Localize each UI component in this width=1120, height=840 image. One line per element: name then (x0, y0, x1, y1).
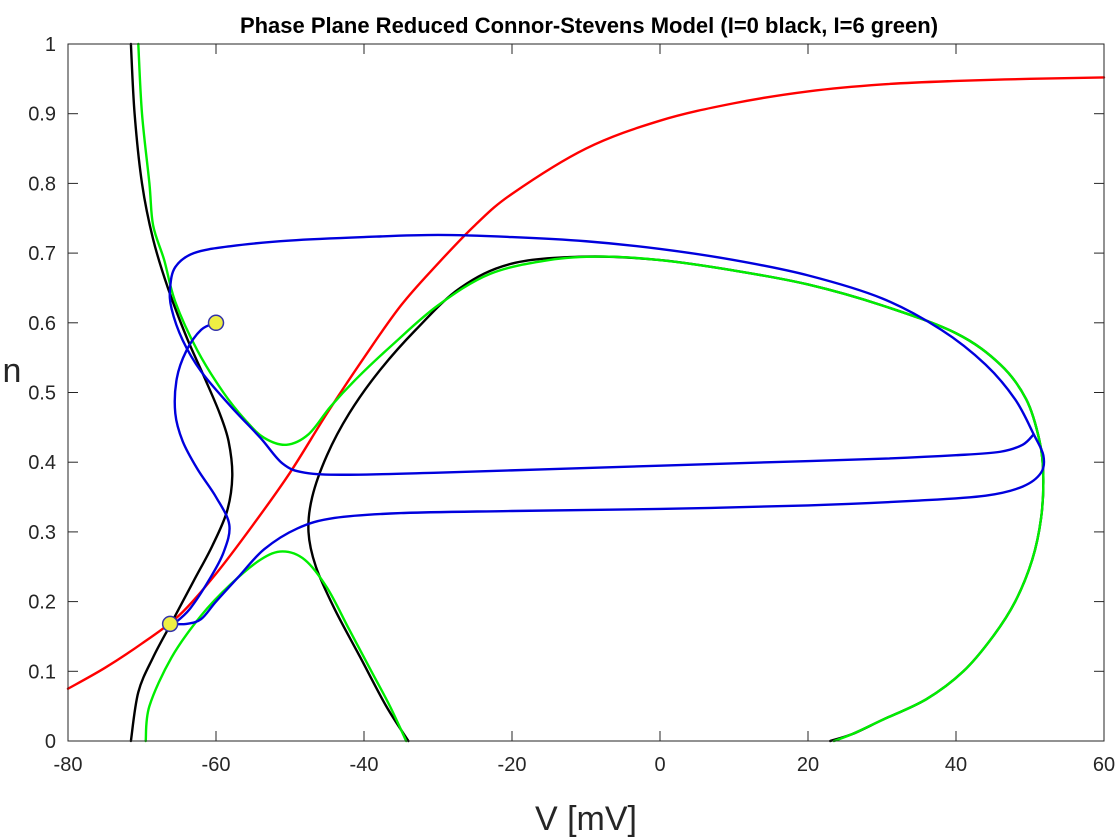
x-tick-label: -40 (350, 754, 379, 776)
point-marker-0 (207, 314, 225, 332)
y-tick-label: 0.3 (28, 522, 56, 544)
y-tick-label: 0.1 (28, 661, 56, 683)
x-tick-label: 0 (654, 754, 665, 776)
y-tick-label: 0.7 (28, 243, 56, 265)
series-2-curve-0 (137, 42, 1045, 743)
axis-ticks: -80 -60 -40 -20 0 20 40 60 0 0.1 0.2 0.3 0.4 0.5 0.6 0.… (28, 34, 1115, 776)
series-0-curve-0 (66, 76, 1106, 690)
series-1-curve-0 (129, 42, 234, 743)
plot-curves (66, 42, 1106, 743)
y-tick-label: 0.6 (28, 313, 56, 335)
x-tick-label: -80 (54, 754, 83, 776)
y-axis-label: n (3, 352, 22, 390)
series-3-curve-1 (168, 233, 1046, 626)
x-tick-label: 20 (797, 754, 819, 776)
y-tick-label: 0 (45, 731, 56, 753)
y-tick-label: 0.8 (28, 173, 56, 195)
y-tick-label: 1 (45, 34, 56, 56)
x-tick-label: 60 (1093, 754, 1115, 776)
x-tick-label: -20 (498, 754, 527, 776)
x-tick-label: 40 (945, 754, 967, 776)
point-marker-1 (161, 615, 179, 633)
chart-title: Phase Plane Reduced Connor-Stevens Model… (240, 13, 938, 38)
y-tick-label: 0.9 (28, 104, 56, 126)
y-tick-label: 0.5 (28, 383, 56, 405)
y-tick-label: 0.2 (28, 592, 56, 614)
series-3-curve-0 (168, 321, 231, 626)
plot-markers (161, 314, 225, 633)
x-axis-label: V [mV] (535, 800, 637, 838)
x-tick-label: -60 (202, 754, 231, 776)
series-2-curve-1 (144, 550, 408, 743)
y-tick-label: 0.4 (28, 452, 56, 474)
